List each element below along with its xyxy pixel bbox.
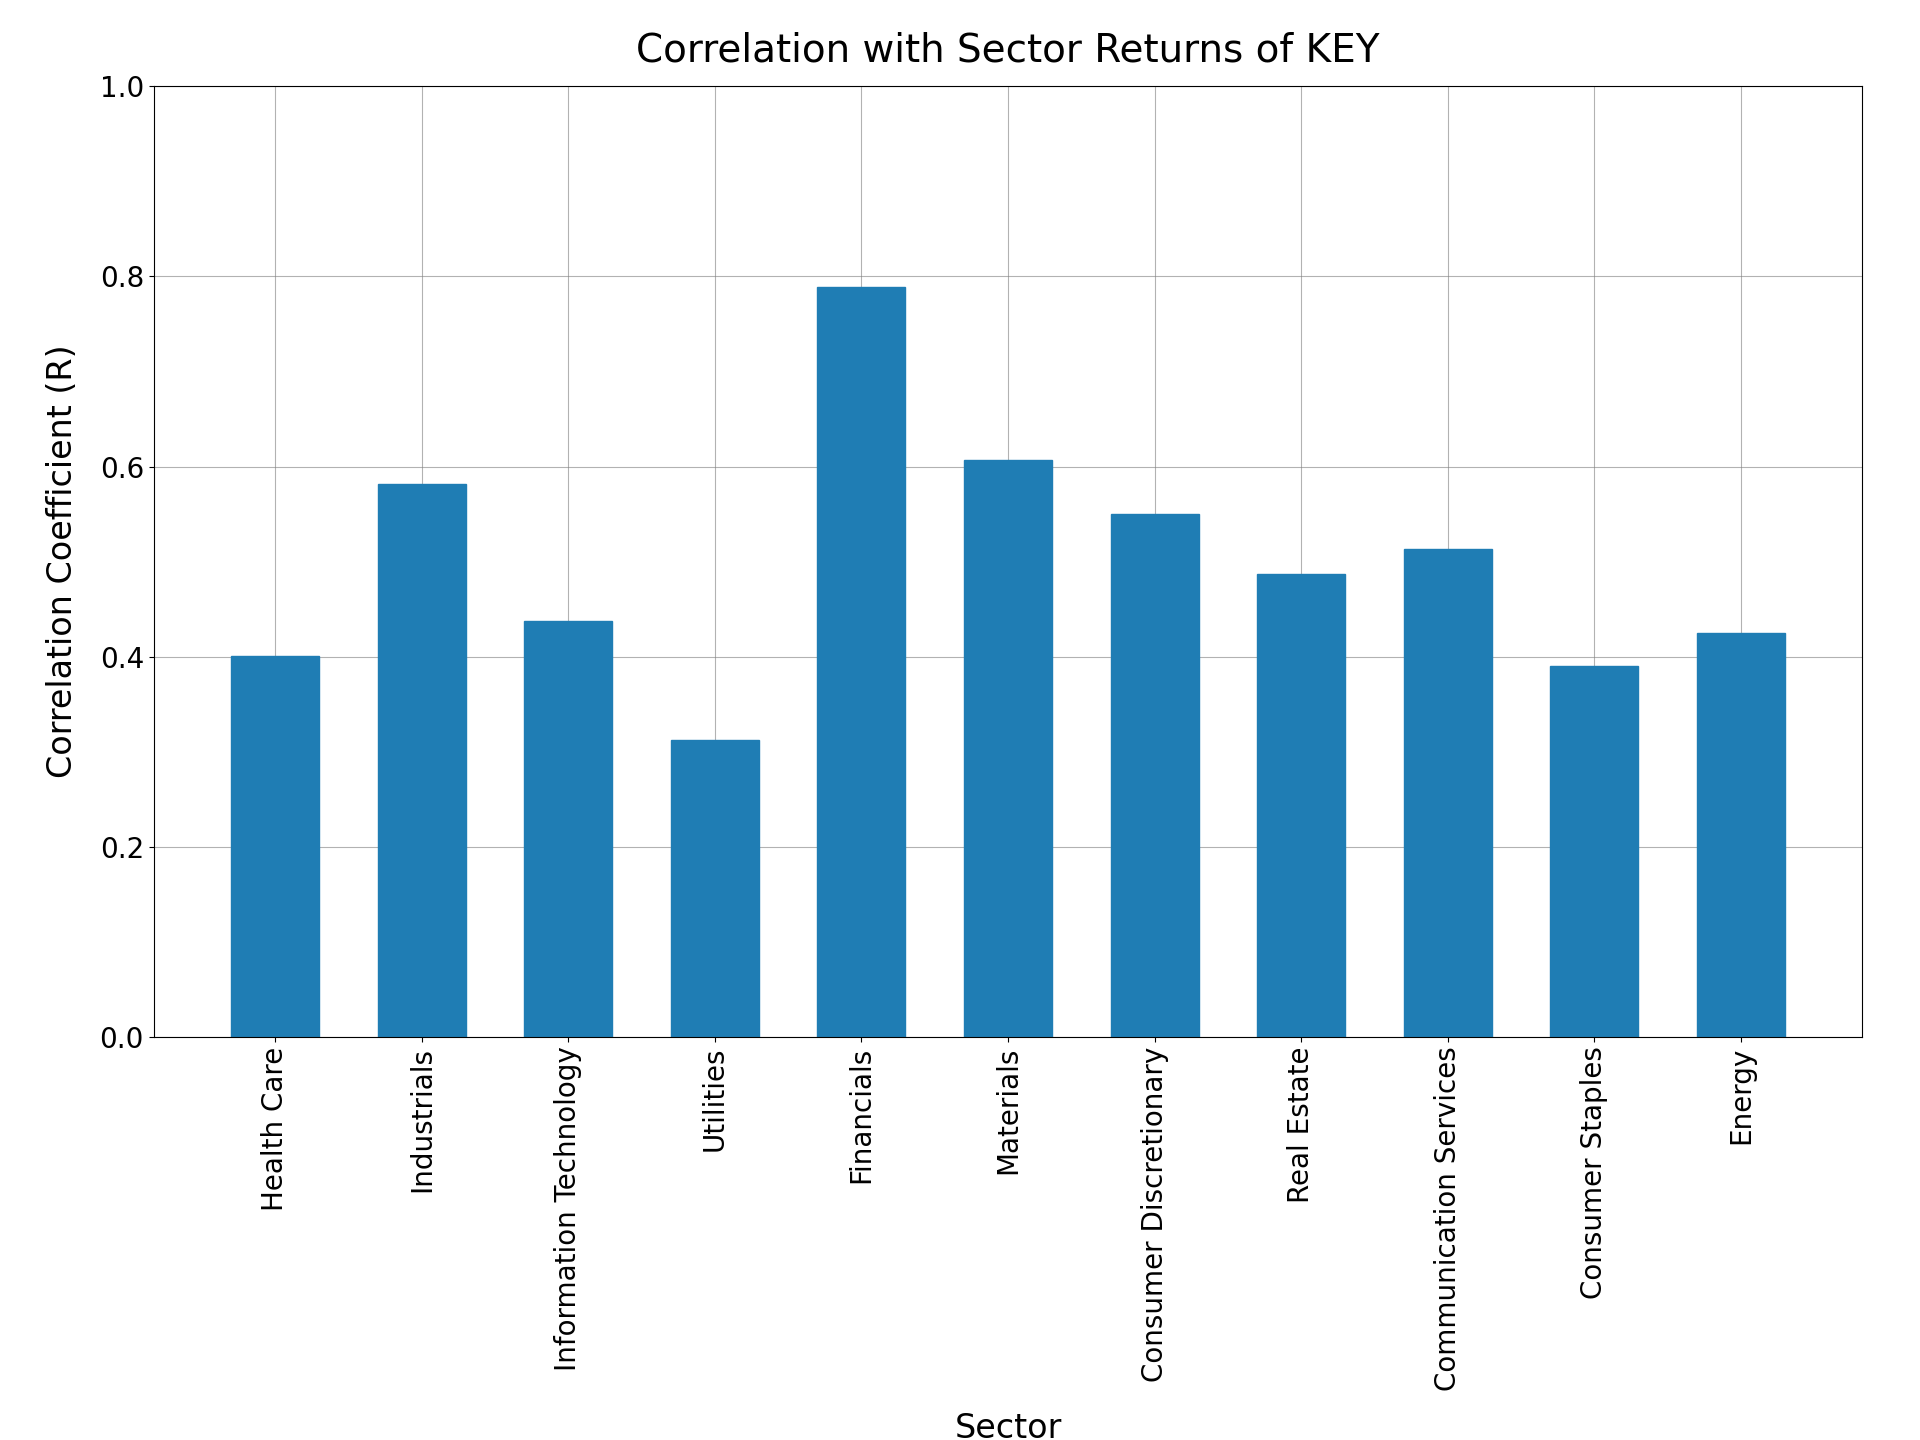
Bar [1549, 667, 1638, 1037]
Bar [378, 484, 467, 1037]
Bar [524, 622, 612, 1037]
Bar [964, 459, 1052, 1037]
X-axis label: Sector: Sector [954, 1413, 1062, 1440]
Bar [230, 655, 319, 1037]
Bar [1404, 549, 1492, 1037]
Bar [1697, 634, 1786, 1037]
Bar [818, 287, 906, 1037]
Title: Correlation with Sector Returns of KEY: Correlation with Sector Returns of KEY [636, 32, 1380, 69]
Bar [1258, 575, 1346, 1037]
Bar [1110, 514, 1198, 1037]
Y-axis label: Correlation Coefficient (R): Correlation Coefficient (R) [46, 344, 79, 779]
Bar [670, 740, 758, 1037]
